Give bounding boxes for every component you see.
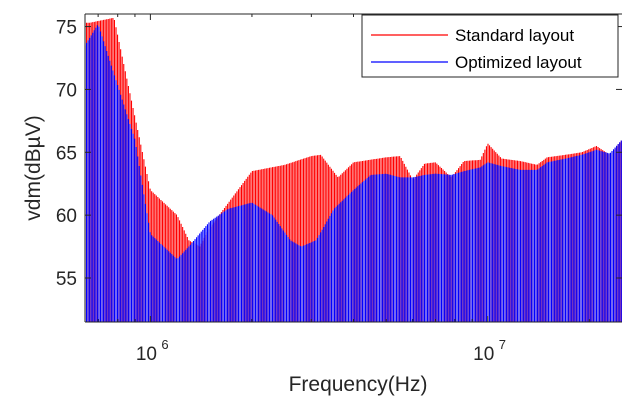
- x-tick-exponent: 6: [161, 337, 168, 352]
- y-tick-label: 65: [56, 143, 77, 164]
- x-tick-exponent: 7: [499, 337, 506, 352]
- plot-area: [85, 17, 622, 322]
- legend-box: [361, 14, 619, 78]
- y-axis-label: vdm(dBµV): [22, 115, 45, 220]
- legend-label-optimized: Optimized layout: [455, 53, 582, 72]
- x-tick-label: 10: [473, 344, 494, 365]
- x-tick-label: 10: [136, 344, 157, 365]
- ticks-layer: 55 60 65 70 75 10 6 10 7: [56, 14, 622, 365]
- series-trace-optimized: [85, 25, 622, 322]
- legend-label-standard: Standard layout: [455, 26, 574, 45]
- legend: Standard layout Optimized layout: [361, 14, 619, 78]
- y-tick-label: 60: [56, 206, 77, 227]
- x-axis-label: Frequency(Hz): [289, 373, 428, 396]
- y-tick-label: 75: [56, 18, 77, 39]
- y-tick-label: 70: [56, 80, 77, 101]
- series-optimized: [85, 25, 622, 322]
- y-tick-label: 55: [56, 269, 77, 290]
- series-layer: [85, 17, 622, 322]
